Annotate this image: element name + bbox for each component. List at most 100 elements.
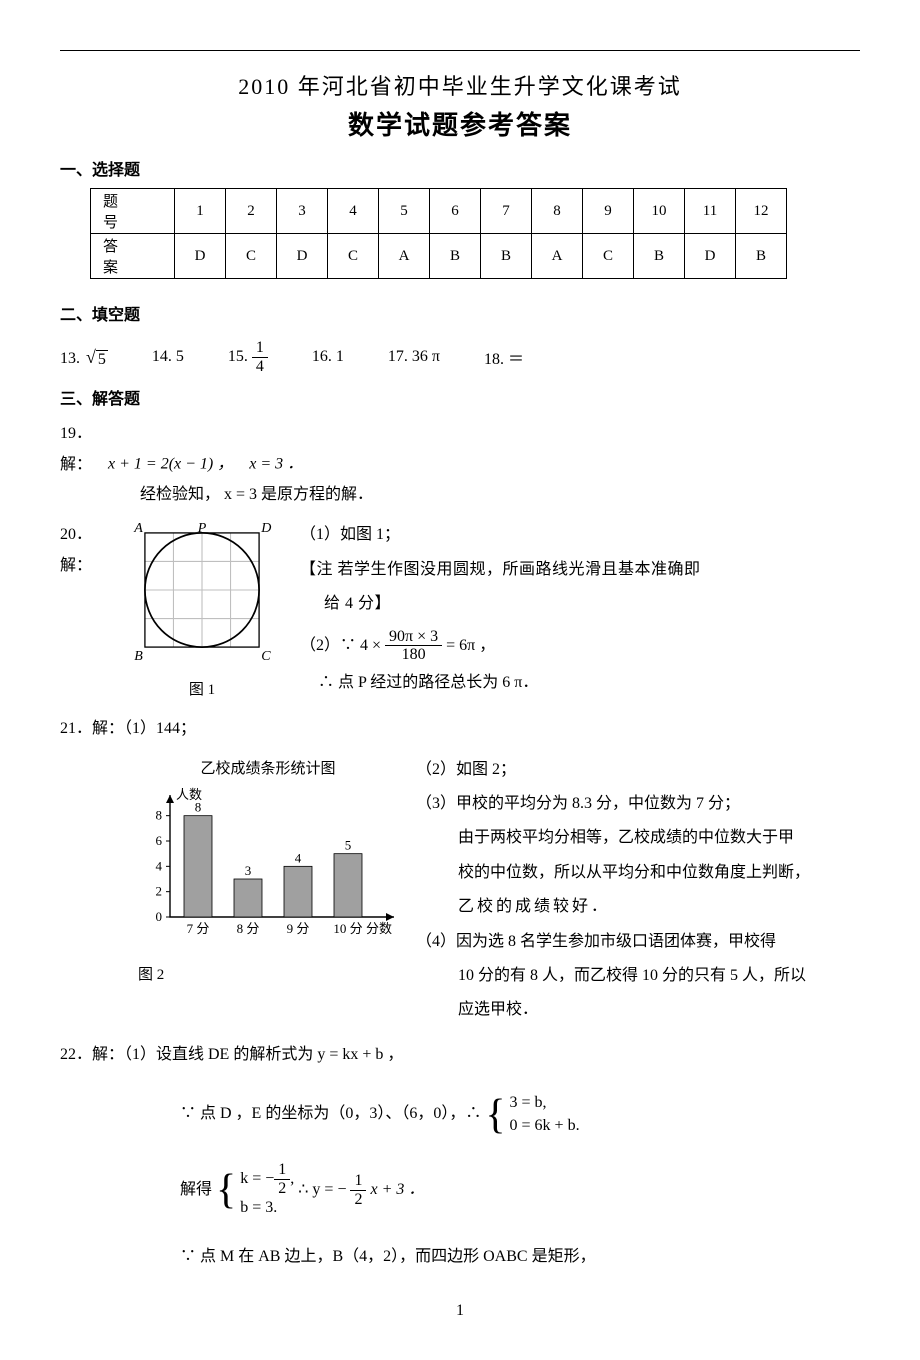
svg-text:3: 3 <box>245 863 252 878</box>
q22: 22．解：（1）设直线 DE 的解析式为 y = kx + b ， ∵ 点 D … <box>60 1040 860 1272</box>
table-row: 答 案 D C D C A B B A C B D B <box>91 234 787 279</box>
fig1-caption: 图 1 <box>122 676 282 705</box>
a15-num: 1 <box>252 339 268 358</box>
svg-text:6: 6 <box>156 833 163 848</box>
ans: D <box>277 234 328 279</box>
svg-text:C: C <box>261 649 271 660</box>
row-label-a: 答 案 <box>91 234 175 279</box>
svg-text:8: 8 <box>195 800 202 815</box>
sys1-a: 3 = b, <box>510 1092 580 1114</box>
svg-text:7 分: 7 分 <box>187 921 210 936</box>
fill-answers: 13. √5 14. 5 15. 14 16. 1 17. 36 π 18. ＝ <box>60 339 860 375</box>
sys2-num: 1 <box>274 1161 290 1180</box>
svg-text:5: 5 <box>345 838 352 853</box>
sys2-a-pre: k = − <box>240 1170 274 1187</box>
figure-1: ADBCP 图 1 <box>122 520 282 704</box>
answer-table: 题 号 1 2 3 4 5 6 7 8 9 10 11 12 答 案 D C D… <box>90 188 787 279</box>
qnum: 3 <box>277 189 328 234</box>
q22-l3-prefix: 解得 <box>180 1181 216 1198</box>
a15-den: 4 <box>252 358 268 376</box>
qnum: 8 <box>532 189 583 234</box>
section1-heading: 一、选择题 <box>60 156 860 180</box>
l3-den: 2 <box>350 1191 366 1209</box>
q21-r3b: 由于两校平均分相等，乙校成绩的中位数大于甲 <box>458 823 860 853</box>
svg-text:B: B <box>134 649 143 660</box>
qnum: 12 <box>736 189 787 234</box>
q20-r2-prefix: （2）∵ 4 × <box>300 636 381 653</box>
svg-text:8: 8 <box>156 808 163 823</box>
svg-text:2: 2 <box>156 884 163 899</box>
q22-label: 22．解：（1）设直线 DE 的解析式为 y = kx + b ， <box>60 1046 403 1063</box>
q20-note2: 给 4 分】 <box>324 589 860 619</box>
q19-eq1: x + 1 = 2(x − 1) ， <box>108 456 233 473</box>
ans: B <box>736 234 787 279</box>
equation-system-2: { k = −12, b = 3. <box>216 1161 294 1220</box>
table-row: 题 号 1 2 3 4 5 6 7 8 9 10 11 12 <box>91 189 787 234</box>
chart-title: 乙校成绩条形统计图 <box>138 755 398 784</box>
a15-label: 15. <box>228 348 248 365</box>
q21-label: 21．解：（1）144； <box>60 720 196 737</box>
exam-title-line1: 2010 年河北省初中毕业生升学文化课考试 <box>60 69 860 101</box>
sys2-den: 2 <box>274 1180 290 1198</box>
q21-r3d: 乙校的成绩较好． <box>458 892 860 922</box>
a13-label: 13. <box>60 350 80 367</box>
bar-chart: 乙校成绩条形统计图 人数0246887 分38 分49 分510 分分数 图 2 <box>138 755 398 989</box>
exam-title-line2: 数学试题参考答案 <box>60 105 860 142</box>
ans: A <box>532 234 583 279</box>
sys2-a-suf: , <box>290 1170 294 1187</box>
q20-note1: 【注 若学生作图没用圆规，所画路线光滑且基本准确即 <box>300 555 860 585</box>
l3-num: 1 <box>350 1172 366 1191</box>
q19: 19．解： x + 1 = 2(x − 1) ， x = 3 ． 经检验知， x… <box>60 419 860 510</box>
q19-eq2: x = 3 ． <box>249 456 303 473</box>
svg-text:9 分: 9 分 <box>287 921 310 936</box>
page-number: 1 <box>60 1302 860 1320</box>
qnum: 2 <box>226 189 277 234</box>
svg-text:A: A <box>133 521 143 536</box>
svg-text:D: D <box>260 521 271 536</box>
qnum: 9 <box>583 189 634 234</box>
q20-r2-suffix: = 6π ， <box>446 636 495 653</box>
ans: D <box>685 234 736 279</box>
q21-r4a: （4）因为选 8 名学生参加市级口语团体赛，甲校得 <box>416 927 860 957</box>
a13-sqrt: 5 <box>96 350 108 368</box>
ans: D <box>175 234 226 279</box>
q19-line2: 经检验知， x = 3 是原方程的解． <box>140 480 860 510</box>
qnum: 10 <box>634 189 685 234</box>
astroid-figure: ADBCP <box>132 520 272 660</box>
q21-r2: （2）如图 2； <box>416 755 860 785</box>
qnum: 7 <box>481 189 532 234</box>
q21-r3a: （3）甲校的平均分为 8.3 分，中位数为 7 分； <box>416 789 860 819</box>
ans: B <box>634 234 685 279</box>
svg-text:8 分: 8 分 <box>237 921 260 936</box>
ans: B <box>430 234 481 279</box>
svg-text:4: 4 <box>295 850 302 865</box>
ans: C <box>328 234 379 279</box>
q20-frac-den: 180 <box>385 646 442 664</box>
equation-system-1: { 3 = b, 0 = 6k + b. <box>485 1092 579 1137</box>
row-label-q: 题 号 <box>91 189 175 234</box>
sys2-b: b = 3. <box>240 1197 294 1219</box>
q20: 20．解： ADBCP 图 1 （1）如图 1； 【注 若学生作图没用圆规，所画… <box>60 520 860 704</box>
q20-r1: （1）如图 1； <box>300 520 860 550</box>
a14: 14. 5 <box>152 348 184 366</box>
ans: C <box>583 234 634 279</box>
a17: 17. 36 π <box>388 348 440 366</box>
qnum: 5 <box>379 189 430 234</box>
q22-l2-prefix: ∵ 点 D ，E 的坐标为（0，3）、（6，0），∴ <box>180 1105 485 1122</box>
ans: A <box>379 234 430 279</box>
q22-l4: ∵ 点 M 在 AB 边上，B（4，2），而四边形 OABC 是矩形， <box>180 1242 860 1272</box>
section2-heading: 二、填空题 <box>60 301 860 325</box>
svg-text:分数: 分数 <box>366 921 392 936</box>
a18: 18. ＝ <box>484 345 524 369</box>
q19-label: 19．解： <box>60 419 104 480</box>
q21: 21．解：（1）144； 乙校成绩条形统计图 人数0246887 分38 分49… <box>60 714 860 1030</box>
ans: B <box>481 234 532 279</box>
q20-frac-num: 90π × 3 <box>385 628 442 647</box>
bar-chart-svg: 人数0246887 分38 分49 分510 分分数 <box>138 785 398 945</box>
ans: C <box>226 234 277 279</box>
q21-r3c: 校的中位数，所以从平均分和中位数角度上判断， <box>458 858 860 888</box>
q20-r3: ∴ 点 P 经过的路径总长为 6 π． <box>318 668 860 698</box>
q22-l3-suffix: x + 3 ． <box>370 1181 424 1198</box>
svg-text:4: 4 <box>156 858 163 873</box>
sys1-b: 0 = 6k + b. <box>510 1115 580 1137</box>
